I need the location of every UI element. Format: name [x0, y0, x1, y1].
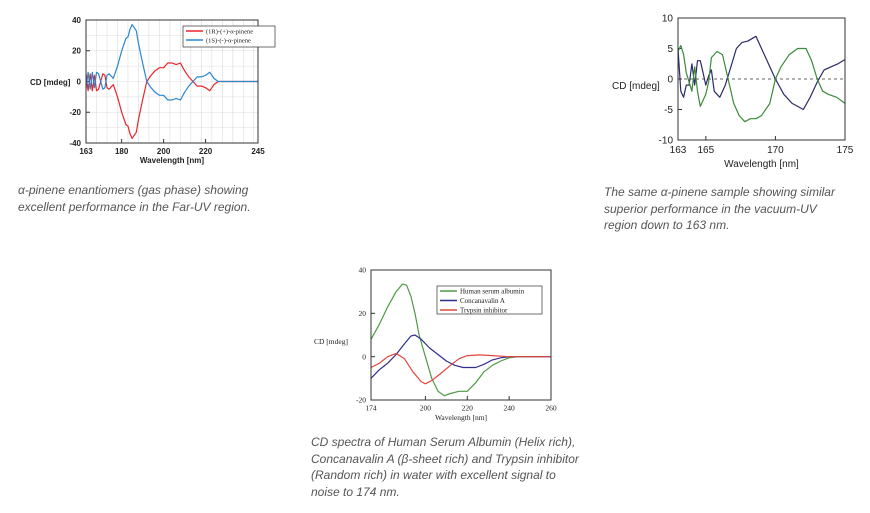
y-tick-label: -5 — [664, 105, 673, 116]
chart-alpha-pinene-far-uv: 163 180 200 220 245 -40 -20 0 20 40 Wavelength [nm… — [30, 16, 276, 165]
legend-entry: Human serum albumin — [460, 287, 525, 295]
series-line-0 — [370, 283, 551, 397]
x-tick-label: 165 — [697, 145, 714, 156]
legend: Human serum albumin Concanavalin ATrypsin… — [436, 285, 543, 314]
y-axis-label: CD [mdeg] — [30, 78, 71, 87]
chart-alpha-pinene-vacuum-uv: 163 165 170 175 -10 -5 0 5 10 Wavelength [nm] CD [… — [612, 14, 854, 171]
chart-protein-cd-spectra: 174 200 220 240 260 -20 0 20 40 Wavelength [nm] CD… — [314, 266, 557, 422]
caption-far-uv: α-pinene enantiomers (gas phase) showing… — [18, 183, 251, 214]
x-tick-label: 170 — [767, 145, 784, 156]
x-tick-label: 220 — [199, 147, 213, 156]
x-axis-label: Wavelength [nm] — [724, 159, 799, 170]
caption-protein-spectra: CD spectra of Human Serum Albumin (Helix… — [311, 435, 579, 499]
y-tick-label: 0 — [667, 75, 673, 86]
y-tick-label: -10 — [659, 136, 674, 147]
y-tick-label: 0 — [77, 77, 82, 86]
y-tick-label: 40 — [72, 16, 81, 25]
x-axis-label: Wavelength [nm] — [140, 156, 204, 165]
x-axis-label: Wavelength [nm] — [435, 413, 487, 422]
y-tick-label: -40 — [69, 139, 81, 148]
x-tick-label: 245 — [251, 147, 265, 156]
plot-frame — [370, 269, 552, 401]
x-tick-label: 174 — [365, 404, 377, 413]
series-line-1 — [85, 24, 258, 101]
plot-frame — [677, 17, 846, 141]
y-axis-label: CD [mdeg] — [314, 337, 348, 346]
x-tick-label: 163 — [79, 147, 93, 156]
x-tick-label: 163 — [670, 145, 687, 156]
x-tick-label: 175 — [837, 145, 854, 156]
legend-entry: (1R)-(+)-α-pinene — [206, 28, 253, 35]
legend-entry: Concanavalin A — [460, 297, 505, 305]
y-tick-label: 10 — [662, 14, 674, 25]
x-tick-label: 180 — [115, 147, 129, 156]
caption-vacuum-uv: The same α-pinene sample showing similar… — [604, 185, 835, 232]
x-tick-label: 240 — [504, 404, 516, 413]
series-line-1 — [370, 334, 551, 379]
y-tick-label: 20 — [72, 47, 81, 56]
y-axis-label: CD [mdeg] — [612, 81, 660, 92]
plot-frame — [85, 19, 259, 144]
y-tick-label: 40 — [359, 266, 367, 275]
y-tick-label: -20 — [69, 108, 81, 117]
legend-entry: Trypsin inhibitor — [460, 306, 508, 314]
legend-entry: (1S)-(-)-α-pinene — [206, 37, 251, 44]
y-tick-label: 0 — [362, 352, 366, 361]
y-tick-label: -20 — [356, 396, 366, 405]
series-line-2 — [370, 352, 551, 385]
x-tick-label: 200 — [157, 147, 171, 156]
series-line-0 — [85, 62, 258, 139]
x-tick-label: 260 — [545, 404, 557, 413]
x-tick-label: 220 — [462, 404, 474, 413]
series-line-1 — [677, 44, 846, 123]
x-tick-label: 200 — [420, 404, 432, 413]
y-tick-label: 20 — [359, 309, 367, 318]
series-line-0 — [677, 35, 846, 111]
legend: (1R)-(+)-α-pinene (1S)-(-)-α-pinene — [182, 25, 276, 48]
y-tick-label: 5 — [667, 44, 673, 55]
